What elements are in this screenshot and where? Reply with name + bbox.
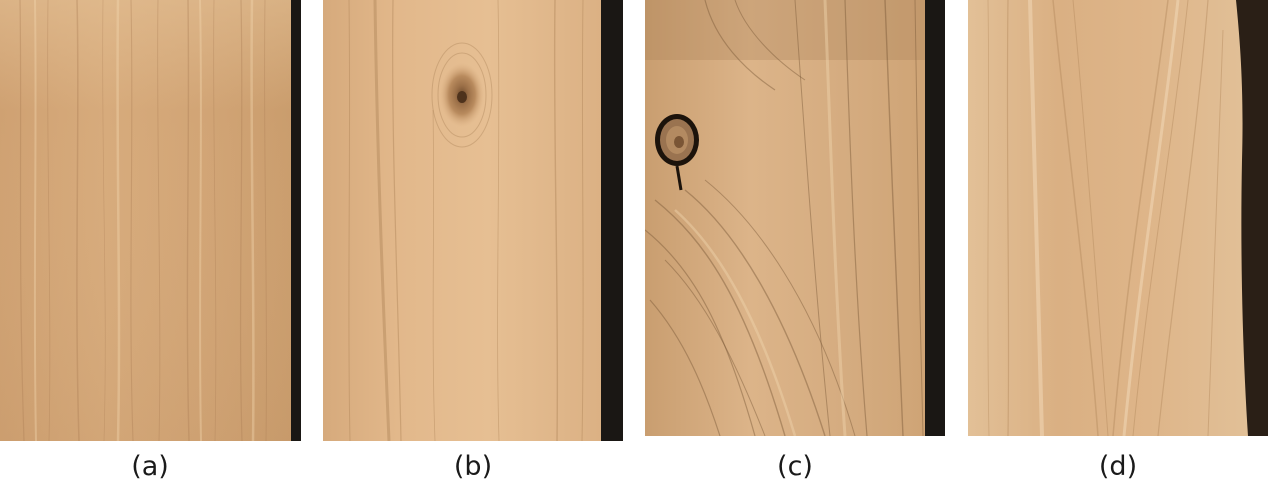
panel-b-caption: (b) (453, 451, 493, 482)
wood-panel-b (323, 0, 623, 441)
panel-d-caption: (d) (1098, 451, 1138, 482)
wood-board-b-image (323, 0, 623, 441)
wood-board-c-image (645, 0, 945, 436)
panel-c-caption: (c) (777, 451, 813, 482)
wood-panel-a (0, 0, 301, 441)
wood-board-d-image (968, 0, 1268, 436)
wood-panel-c (645, 0, 945, 436)
wood-panel-d (968, 0, 1268, 436)
wood-board-a-image (0, 0, 301, 441)
panel-a-caption: (a) (131, 451, 169, 482)
